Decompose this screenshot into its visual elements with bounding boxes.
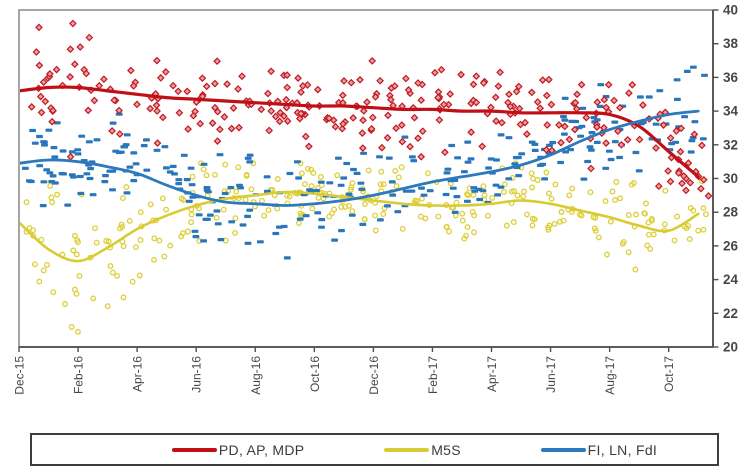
y-tick-label: 40 (723, 3, 738, 18)
legend-yellow-line-swatch (384, 447, 430, 452)
legend-entry-fi-ln-fdi: FI, LN, FdI (540, 441, 658, 458)
x-tick-label: Feb-16 (72, 356, 86, 394)
legend-red-line-swatch (171, 447, 217, 452)
x-tick-label: Dec-15 (13, 356, 27, 395)
x-tick-label: Oct-17 (662, 356, 676, 392)
legend-label-m5s: M5S (431, 441, 461, 458)
y-tick-label: 24 (723, 272, 739, 287)
trend-line-fi-ln-fdi (20, 109, 700, 207)
x-tick-label: Jun-17 (544, 356, 558, 393)
y-tick-label: 20 (723, 340, 738, 355)
y-tick-label: 26 (723, 238, 739, 253)
legend: PD, AP, MDP M5S FI, LN, FdI (30, 433, 719, 466)
legend-label-fi-ln-fdi: FI, LN, FdI (587, 441, 658, 458)
legend-entry-pd-ap-mdp: PD, AP, MDP (171, 441, 305, 458)
x-tick-label: Apr-16 (131, 356, 145, 392)
plot-content (20, 19, 712, 335)
y-tick-label: 34 (723, 104, 739, 119)
scatter-pd-ap-mdp (27, 19, 712, 200)
legend-label-pd-ap-mdp: PD, AP, MDP (218, 441, 305, 458)
legend-blue-line-swatch (540, 447, 586, 452)
x-tick-label: Oct-16 (308, 356, 322, 392)
x-axis-bottom: Dec-15 Feb-16 Apr-16 Jun-16 Aug-16 Oct-16 Dec-… (13, 347, 676, 395)
y-axis-right: 20 22 24 26 28 30 32 34 36 38 40 (713, 3, 739, 355)
y-tick-label: 28 (723, 205, 739, 220)
trend-line-pd-ap-mdp (20, 85, 700, 179)
plot-frame (18, 9, 714, 348)
y-tick-label: 22 (723, 306, 738, 321)
x-tick-label: Aug-17 (603, 356, 617, 395)
x-tick-label: Feb-17 (426, 356, 440, 394)
x-tick-label: Dec-16 (367, 356, 381, 395)
y-tick-label: 36 (723, 70, 739, 85)
x-tick-label: Apr-17 (485, 356, 499, 392)
y-tick-label: 38 (723, 36, 739, 51)
y-tick-label: 32 (723, 137, 738, 152)
y-tick-label: 30 (723, 171, 738, 186)
x-tick-label: Jun-16 (190, 356, 204, 393)
x-tick-label: Aug-16 (249, 356, 263, 395)
scatter-fi-ln-fdi (22, 65, 708, 260)
legend-entry-m5s: M5S (384, 442, 461, 458)
chart-plot-area: 20 22 24 26 28 30 32 34 36 38 40 Dec-15 Feb-16 Apr-16… (13, 3, 739, 395)
